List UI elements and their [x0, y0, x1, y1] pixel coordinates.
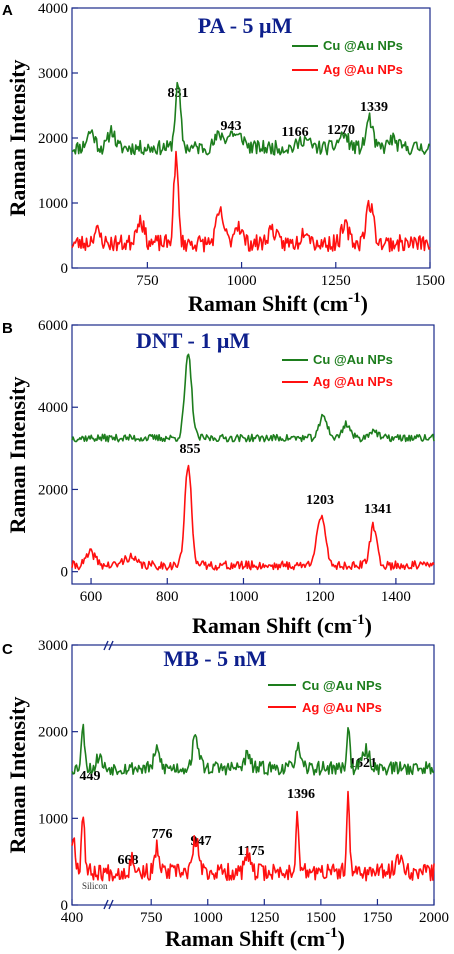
legend-label-ag: Ag @Au NPs — [323, 62, 403, 77]
x-tick-label: 750 — [140, 910, 163, 926]
panel-b-xlabel: Raman Shift (cm-1) — [192, 612, 372, 638]
peak-label: 449 — [80, 769, 101, 784]
panel-b-plot: 600 800 1000 1200 1400 0 2000 4000 6000 — [38, 318, 435, 605]
spectrum-ag — [71, 464, 435, 571]
panel-a-ylabel: Raman Intensity — [5, 59, 30, 216]
legend-label-ag: Ag @Au NPs — [302, 700, 382, 715]
peak-label: 1339 — [360, 100, 388, 115]
panel-c-plot: 400 750 1000 1250 1500 1750 2000 0 1000 2000 3000 — [38, 638, 449, 926]
y-tick-label: 4000 — [38, 1, 68, 17]
spectrum-cu — [71, 353, 435, 443]
panel-c-letter: C — [2, 641, 13, 658]
spectrum-cu — [71, 723, 435, 776]
panel-c-xlabel: Raman Shift (cm-1) — [165, 925, 345, 951]
x-tick-label: 2000 — [419, 910, 449, 926]
panel-c-ylabel: Raman Intensity — [5, 696, 30, 853]
silicon-note: Silicon — [82, 881, 108, 891]
y-tick-label: 6000 — [38, 318, 68, 334]
peak-label: 1203 — [306, 493, 334, 508]
x-tick-label: 1000 — [193, 910, 223, 926]
legend-label-ag: Ag @Au NPs — [313, 374, 393, 389]
y-tick-label: 0 — [61, 261, 69, 277]
y-tick-label: 3000 — [38, 66, 68, 82]
x-tick-label: 1200 — [305, 589, 335, 605]
panel-b-peaks: 855 1203 1341 — [180, 442, 393, 517]
y-tick-label: 0 — [61, 898, 69, 914]
peak-label: 831 — [168, 86, 189, 101]
x-tick-label: 1000 — [227, 273, 257, 289]
xlabel-text: Raman Shift (cm — [192, 613, 352, 638]
x-tick-label: 400 — [61, 910, 84, 926]
x-tick-label: 1250 — [321, 273, 351, 289]
panel-c-title: MB - 5 nM — [163, 646, 267, 671]
panel-a-plot: 750 1000 1250 1500 0 1000 2000 3000 4000 — [38, 1, 445, 289]
peak-label: 1396 — [287, 787, 315, 802]
panel-b: B DNT - 1 μM Cu @Au NPs Ag @Au NPs 855 1… — [2, 320, 435, 638]
x-tick-label: 1500 — [306, 910, 336, 926]
panel-a-letter: A — [2, 2, 13, 19]
panel-b-frame — [71, 324, 435, 585]
peak-label: 776 — [152, 827, 173, 842]
x-tick-label: 1500 — [415, 273, 445, 289]
x-tick-label: 1400 — [381, 589, 411, 605]
xlabel-text: Raman Shift (cm — [188, 291, 348, 316]
xlabel-sup: -1 — [352, 612, 365, 628]
panel-b-legend: Cu @Au NPs Ag @Au NPs — [282, 352, 393, 389]
spectrum-ag — [71, 150, 431, 253]
x-tick-label: 600 — [80, 589, 103, 605]
peak-label: 855 — [180, 442, 201, 457]
peak-label: 1175 — [237, 844, 264, 859]
panel-a-peaks: 831 943 1166 1270 1339 — [168, 86, 389, 140]
x-tick-label: 1000 — [228, 589, 258, 605]
y-tick-label: 1000 — [38, 196, 68, 212]
peak-label: 1166 — [281, 125, 308, 140]
y-tick-label: 2000 — [38, 482, 68, 498]
panel-b-ylabel: Raman Intensity — [5, 376, 30, 533]
spectrum-ag — [71, 790, 435, 882]
y-tick-label: 2000 — [38, 131, 68, 147]
panel-a-legend: Cu @Au NPs Ag @Au NPs — [292, 38, 403, 77]
y-tick-label: 4000 — [38, 400, 68, 416]
legend-label-cu: Cu @Au NPs — [323, 38, 403, 53]
panel-a: A PA - 5 μM Cu @Au NPs Ag @Au NPs 831 94… — [2, 2, 431, 316]
legend-label-cu: Cu @Au NPs — [313, 352, 393, 367]
y-tick-label: 0 — [61, 565, 69, 581]
x-tick-label: 800 — [156, 589, 179, 605]
xlabel-text: Raman Shift (cm — [165, 926, 325, 951]
xlabel-sup: -1 — [325, 925, 338, 941]
peak-label: 668 — [118, 853, 139, 868]
xlabel-sup: -1 — [348, 290, 361, 306]
peak-label: 1341 — [364, 502, 392, 517]
y-tick-label: 2000 — [38, 725, 68, 741]
y-tick-label: 3000 — [38, 638, 68, 654]
panel-c: C MB - 5 nM Cu @Au NPs Ag @Au NPs 449 66… — [2, 640, 435, 951]
x-tick-label: 1250 — [249, 910, 279, 926]
axis-break-icon — [103, 640, 114, 910]
x-tick-label: 750 — [136, 273, 159, 289]
panel-a-title: PA - 5 μM — [198, 13, 293, 38]
peak-label: 943 — [221, 119, 242, 134]
panel-a-xlabel: Raman Shift (cm-1) — [188, 290, 368, 316]
panel-b-letter: B — [2, 320, 13, 337]
panel-c-legend: Cu @Au NPs Ag @Au NPs — [268, 678, 382, 715]
spectrum-cu — [71, 81, 431, 156]
panel-b-title: DNT - 1 μM — [136, 328, 250, 353]
legend-label-cu: Cu @Au NPs — [302, 678, 382, 693]
panel-c-frame — [71, 644, 435, 906]
y-tick-label: 1000 — [38, 811, 68, 827]
x-tick-label: 1750 — [362, 910, 392, 926]
